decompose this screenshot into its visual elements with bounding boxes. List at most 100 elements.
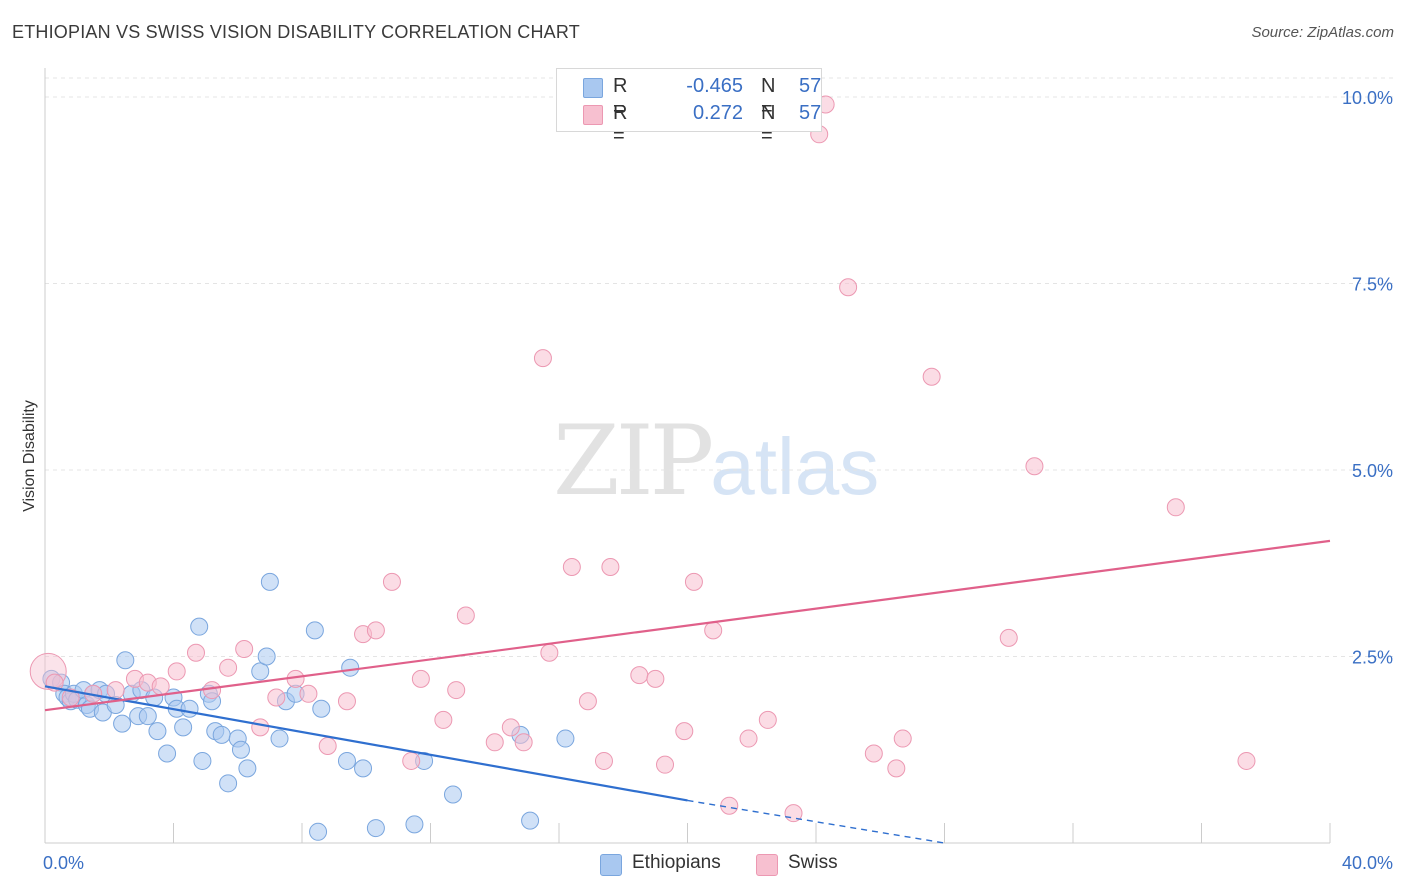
ethiopians-point <box>251 662 270 681</box>
legend-n-label: N = <box>761 102 776 147</box>
ethiopians-point <box>190 617 209 636</box>
ethiopians-point <box>354 759 373 778</box>
source-label: Source: ZipAtlas.com <box>1251 24 1394 41</box>
swiss-point <box>167 662 186 681</box>
swiss-point <box>1025 457 1044 476</box>
ethiopians-point <box>257 647 276 666</box>
watermark: ZIPatlas <box>553 405 879 517</box>
ethiopians-point <box>212 725 231 744</box>
swiss-point <box>601 557 620 576</box>
x-tick-label: 0.0% <box>43 853 84 873</box>
ethiopians-point <box>405 815 424 834</box>
ethiopians-point <box>138 707 157 726</box>
swiss-point <box>630 666 649 685</box>
swiss-point <box>447 681 466 700</box>
ethiopians-point <box>305 621 324 640</box>
swiss-point <box>922 367 941 386</box>
watermark-zip: ZIP <box>553 405 714 517</box>
swiss-point <box>1166 498 1185 517</box>
legend-r-label: R = <box>613 75 628 120</box>
legend-r-value: -0.465 <box>686 75 743 97</box>
swiss-point <box>684 572 703 591</box>
bottom-swatch-swiss <box>756 854 778 876</box>
bottom-legend-label: Swiss <box>788 852 838 873</box>
legend-n-value: 57 <box>799 102 822 124</box>
ethiopians-point <box>180 699 199 718</box>
swiss-point <box>656 755 675 774</box>
swiss-point <box>402 751 421 770</box>
ethiopians-point <box>341 658 360 677</box>
swiss-point <box>318 737 337 756</box>
y-tick-label: 7.5% <box>1352 275 1393 295</box>
x-tick-label: 40.0% <box>1342 853 1393 873</box>
ethiopians-point <box>148 722 167 741</box>
swiss-point <box>251 718 270 737</box>
ethiopians-point <box>337 751 356 770</box>
swiss-point <box>186 643 205 662</box>
swiss-point <box>501 718 520 737</box>
legend-swatch-swiss <box>583 105 603 125</box>
legend-n-label: N = <box>761 75 776 120</box>
ethiopians-point <box>238 759 257 778</box>
swiss-point <box>864 744 883 763</box>
legend-r-label: R = <box>613 102 628 147</box>
swiss-point <box>299 684 318 703</box>
legend-r-value: 0.272 <box>692 102 743 124</box>
swiss-point <box>887 759 906 778</box>
ethiopians-point <box>312 699 331 718</box>
swiss-point <box>485 733 504 752</box>
swiss-point <box>1237 751 1256 770</box>
legend-swatch-ethiopians <box>583 78 603 98</box>
ethiopians-point <box>158 744 177 763</box>
stats-legend: R = -0.465 N = 57 R = 0.272 N = 57 <box>556 68 822 147</box>
ethiopians-point <box>231 740 250 759</box>
ethiopians-point <box>260 572 279 591</box>
ethiopians-point <box>113 714 132 733</box>
swiss-point <box>646 669 665 688</box>
ethiopians-point <box>193 751 212 770</box>
swiss-point <box>235 640 254 659</box>
swiss-point <box>456 606 475 625</box>
swiss-point <box>999 628 1018 647</box>
ethiopians-point <box>443 785 462 804</box>
swiss-point <box>893 729 912 748</box>
ethiopians-point <box>521 811 540 830</box>
swiss-point <box>758 710 777 729</box>
swiss-point <box>739 729 758 748</box>
swiss-point <box>434 710 453 729</box>
swiss-point <box>219 658 238 677</box>
bottom-swatch-ethiopians <box>600 854 622 876</box>
bottom-legend-label: Ethiopians <box>632 852 721 873</box>
swiss-point <box>411 669 430 688</box>
ethiopians-point <box>219 774 238 793</box>
swiss-point <box>337 692 356 711</box>
chart-title: ETHIOPIAN VS SWISS VISION DISABILITY COR… <box>12 22 580 42</box>
swiss-point <box>514 733 533 752</box>
swiss-point <box>578 692 597 711</box>
swiss-point <box>540 643 559 662</box>
ethiopians-point <box>270 729 289 748</box>
y-tick-label: 5.0% <box>1352 461 1393 481</box>
y-axis-label: Vision Disability <box>21 400 38 512</box>
ethiopians-point <box>556 729 575 748</box>
ethiopians-trend-line <box>44 685 688 802</box>
legend-n-value: 57 <box>799 75 822 97</box>
watermark-atlas: atlas <box>710 422 880 511</box>
swiss-point <box>594 751 613 770</box>
ethiopians-point <box>309 822 328 841</box>
swiss-point <box>366 621 385 640</box>
swiss-point <box>675 722 694 741</box>
y-tick-label: 2.5% <box>1352 648 1393 668</box>
swiss-point <box>704 621 723 640</box>
swiss-point <box>151 677 170 696</box>
ethiopians-point <box>174 718 193 737</box>
swiss-trend-line <box>44 539 1331 712</box>
ethiopians-point <box>116 651 135 670</box>
swiss-point <box>562 557 581 576</box>
swiss-point <box>267 688 286 707</box>
swiss-point <box>106 681 125 700</box>
ethiopians-point <box>366 819 385 838</box>
swiss-point <box>533 349 552 368</box>
swiss-point <box>382 572 401 591</box>
